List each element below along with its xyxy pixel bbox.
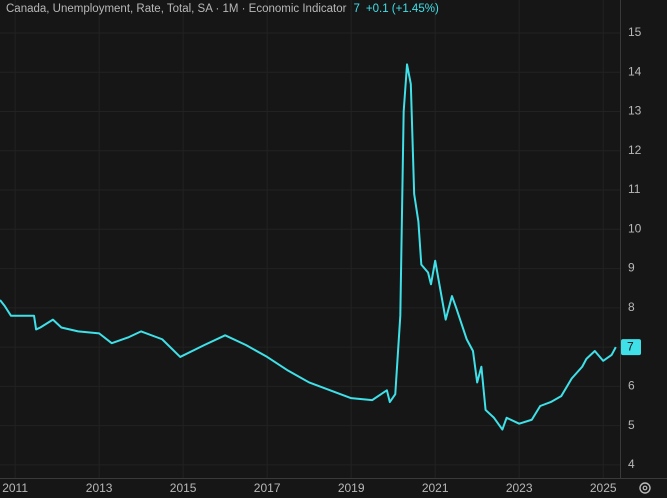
last-value-label: 7 [627, 339, 634, 353]
x-tick-label: 2017 [254, 481, 281, 495]
settings-button[interactable] [634, 479, 656, 497]
y-tick-label: 12 [628, 143, 642, 157]
settings-box[interactable] [634, 479, 656, 497]
grid [0, 0, 620, 478]
x-tick-label: 2015 [170, 481, 197, 495]
y-tick-label: 11 [628, 182, 641, 196]
last-value: 7 [353, 3, 359, 15]
y-tick-label: 4 [628, 457, 635, 471]
x-tick-label: 2019 [338, 481, 365, 495]
y-tick-label: 6 [628, 379, 635, 393]
y-tick-label: 10 [628, 221, 642, 235]
x-tick-label: 2025 [590, 481, 617, 495]
settings-icon[interactable] [639, 482, 651, 494]
data-line [0, 63, 617, 431]
y-tick-label: 13 [628, 104, 642, 118]
last-value-box [621, 339, 641, 356]
y-tick-label: 8 [628, 300, 635, 314]
change: +0.1 (+1.45%) [366, 3, 439, 15]
y-tick-label: 15 [628, 25, 642, 39]
chart-title: Canada, Unemployment, Rate, Total, SA · … [6, 3, 347, 15]
x-tick-label: 2013 [86, 481, 113, 495]
x-tick-label: 2011 [2, 481, 28, 495]
x-tick-label: 2023 [506, 481, 533, 495]
x-tick-label: 2021 [422, 481, 449, 495]
y-tick-label: 14 [628, 64, 642, 78]
settings-icon-core[interactable] [642, 485, 648, 491]
y-tick-label: 5 [628, 418, 635, 432]
y-tick-label: 9 [628, 261, 635, 275]
